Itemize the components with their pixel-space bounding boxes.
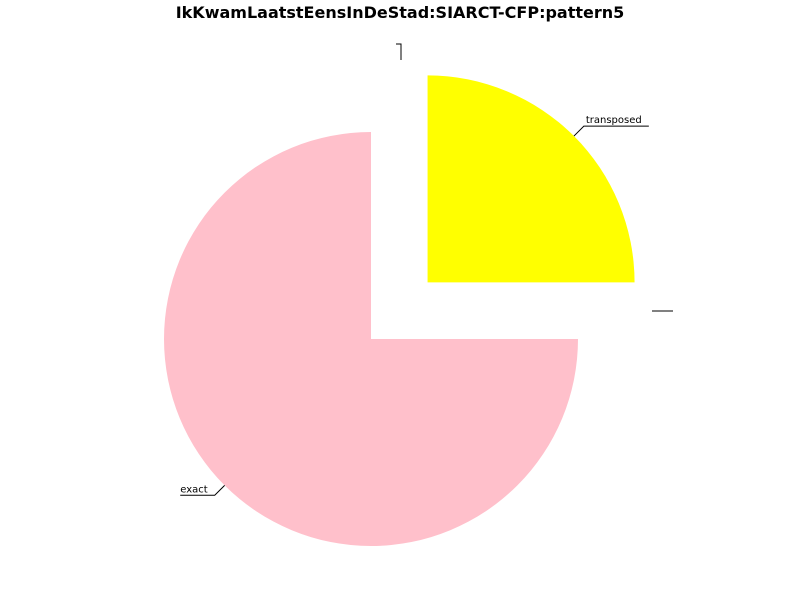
- labels-layer: transposed exact: [180, 115, 649, 496]
- top-marker-line: [396, 43, 402, 60]
- pie-slice-exact: [164, 132, 578, 546]
- extra-marks: [396, 43, 673, 312]
- chart-title: IkKwamLaatstEensInDeStad:SIARCT-CFP:patt…: [175, 3, 625, 22]
- leader-line-exact: [180, 485, 225, 496]
- slice-label-exact: exact: [180, 484, 208, 495]
- slices-layer: [164, 75, 635, 546]
- slice-label-transposed: transposed: [586, 115, 642, 126]
- leader-line-transposed: [573, 125, 649, 137]
- pie-slice-transposed: [427, 75, 635, 283]
